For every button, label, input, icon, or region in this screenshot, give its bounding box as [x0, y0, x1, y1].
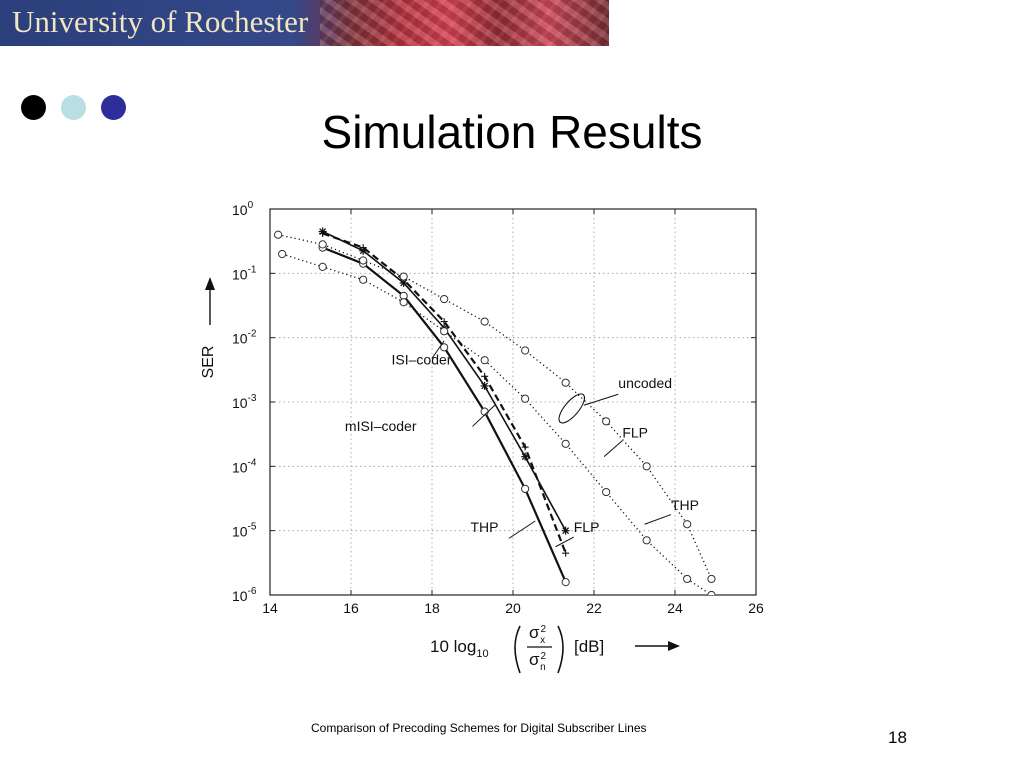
annotation-leader: [644, 514, 672, 525]
data-point: [278, 249, 287, 259]
y-tick-label: 10-6: [232, 586, 257, 604]
data-point: [359, 244, 367, 252]
data-point: [440, 294, 449, 304]
data-point: [602, 487, 611, 497]
annotation-label: mISI–coder: [345, 418, 417, 434]
data-point: [480, 407, 489, 416]
light-blue-bullet-dot: [61, 95, 86, 120]
data-point: [521, 484, 530, 493]
y-tick-label: 10-5: [232, 522, 257, 540]
data-point: [642, 462, 651, 471]
banner-title: University of Rochester: [12, 4, 309, 39]
data-point: [319, 229, 327, 237]
annotation-label: THP: [470, 519, 498, 535]
series-line-2: [322, 232, 567, 554]
x-tick-label: 22: [586, 600, 602, 616]
x-tick-label: 26: [748, 600, 764, 616]
data-point: [561, 578, 570, 587]
data-point: [481, 372, 489, 380]
ser-chart: 14 16 18 20 22 24 26 100 10-1 10-2 10-3 10-4 10-5 10-…: [180, 180, 820, 690]
data-point: [561, 378, 570, 387]
annotation-leader: [583, 393, 619, 406]
data-point: [521, 452, 530, 461]
data-point: [521, 443, 529, 451]
uncoded-ellipse: [558, 393, 586, 424]
annotation-leader: [472, 404, 496, 427]
x-tick-label: 20: [505, 600, 521, 616]
x-axis-label: 10 log10 σ2 x σ2 n [dB]: [430, 623, 604, 674]
y-tick-label: 100: [232, 200, 254, 218]
annotation-leader: [603, 440, 623, 458]
x-label-unit: [dB]: [574, 637, 604, 656]
x-label-paren-right: [557, 625, 564, 674]
data-point: [440, 318, 448, 326]
data-point: [274, 230, 283, 239]
slide-title: Simulation Results: [321, 106, 703, 158]
data-point: [602, 417, 611, 426]
x-label-paren-left: [514, 625, 521, 674]
university-banner: University of Rochester: [0, 0, 609, 46]
annotation-leader: [508, 520, 536, 539]
data-point: [480, 356, 489, 365]
x-tick-label: 24: [667, 600, 683, 616]
x-tick-label: 18: [424, 600, 440, 616]
x-label-prefix: 10 log10: [430, 637, 489, 660]
data-point: [399, 298, 408, 307]
data-point: [440, 343, 449, 352]
y-tick-label: 10-4: [232, 457, 257, 475]
x-label-numerator: σ2 x: [529, 623, 547, 646]
y-axis-label: SER: [200, 346, 217, 379]
data-point: [707, 590, 716, 595]
data-point: [562, 549, 570, 557]
annotation-label: FLP: [574, 519, 600, 535]
data-point: [707, 574, 716, 584]
data-point: [561, 526, 570, 535]
x-axis-arrow-head: [668, 641, 680, 651]
y-axis-arrow-head: [205, 277, 215, 290]
series-line-1: [322, 230, 567, 532]
data-point: [642, 536, 651, 545]
annotation-leader: [431, 340, 445, 359]
page-number: 18: [888, 728, 907, 747]
ser-chart-svg: 14 16 18 20 22 24 26 100 10-1 10-2 10-3 10-4 10-5 10-…: [200, 200, 764, 674]
x-tick-label: 16: [343, 600, 359, 616]
y-tick-label: 10-3: [232, 393, 257, 411]
data-point: [683, 574, 692, 584]
annotation-leader: [555, 536, 574, 548]
data-point: [318, 240, 327, 249]
data-point: [521, 394, 530, 403]
data-point: [561, 439, 570, 448]
y-tick-label: 10-2: [232, 329, 257, 347]
data-point: [480, 317, 489, 326]
black-bullet-dot: [21, 95, 46, 120]
data-point: [440, 327, 449, 336]
x-tick-label: 14: [262, 600, 278, 616]
data-point: [318, 262, 327, 272]
data-point: [359, 275, 368, 284]
annotation-label: uncoded: [618, 375, 672, 391]
series-group: [274, 227, 716, 595]
data-point: [683, 520, 692, 529]
annotation-label: THP: [671, 497, 699, 513]
x-label-denominator: σ2 n: [529, 650, 547, 673]
data-point: [480, 381, 489, 390]
footer-text: Comparison of Precoding Schemes for Digi…: [311, 721, 647, 735]
data-point: [359, 256, 368, 265]
navy-bullet-dot: [101, 95, 126, 120]
annotation-label: ISI–coder: [392, 352, 452, 368]
annotation-label: FLP: [622, 424, 648, 440]
y-tick-label: 10-1: [232, 264, 257, 282]
data-point: [521, 346, 530, 355]
data-point: [399, 272, 408, 281]
